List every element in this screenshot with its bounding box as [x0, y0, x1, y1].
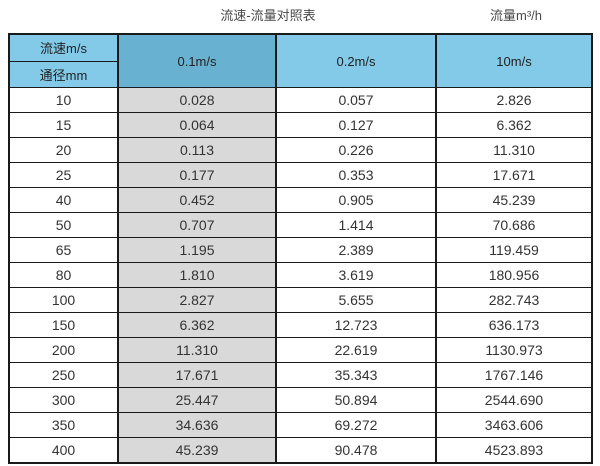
- page-title: 流速-流量对照表: [220, 8, 316, 23]
- table-body: 10 0.028 0.057 2.826 15 0.064 0.127 6.362 20 0.11…: [8, 87, 593, 464]
- table-row: 65 1.195 2.389 119.459: [8, 237, 593, 263]
- value-cell: 1.195: [117, 237, 277, 263]
- value-cell: 5.655: [275, 287, 437, 313]
- table-row: 300 25.447 50.894 2544.690: [8, 387, 593, 413]
- value-cell: 0.226: [275, 137, 437, 163]
- diameter-cell: 15: [8, 112, 119, 138]
- value-cell: 22.619: [275, 337, 437, 363]
- table-row: 350 34.636 69.272 3463.606: [8, 412, 593, 438]
- flow-unit-label: 流量m³/h: [489, 8, 543, 23]
- value-cell: 180.956: [435, 262, 593, 288]
- value-cell: 3463.606: [435, 412, 593, 438]
- value-cell: 1767.146: [435, 362, 593, 388]
- value-cell: 69.272: [275, 412, 437, 438]
- value-cell: 282.743: [435, 287, 593, 313]
- table-row: 50 0.707 1.414 70.686: [8, 212, 593, 238]
- table-row: 20 0.113 0.226 11.310: [8, 137, 593, 163]
- value-cell: 3.619: [275, 262, 437, 288]
- diameter-cell: 25: [8, 162, 119, 188]
- table-row: 15 0.064 0.127 6.362: [8, 112, 593, 138]
- table-row: 80 1.810 3.619 180.956: [8, 262, 593, 288]
- table-row: 40 0.452 0.905 45.239: [8, 187, 593, 213]
- value-cell: 0.177: [117, 162, 277, 188]
- value-cell: 4523.893: [435, 437, 593, 464]
- value-cell: 34.636: [117, 412, 277, 438]
- value-cell: 11.310: [117, 337, 277, 363]
- table-row: 200 11.310 22.619 1130.973: [8, 337, 593, 363]
- value-cell: 0.452: [117, 187, 277, 213]
- value-cell: 6.362: [117, 312, 277, 338]
- value-cell: 1.810: [117, 262, 277, 288]
- value-cell: 2.827: [117, 287, 277, 313]
- diameter-cell: 20: [8, 137, 119, 163]
- value-cell: 0.113: [117, 137, 277, 163]
- value-cell: 119.459: [435, 237, 593, 263]
- value-cell: 0.064: [117, 112, 277, 138]
- value-cell: 50.894: [275, 387, 437, 413]
- value-cell: 1.414: [275, 212, 437, 238]
- table-header: 流速m/s 0.1m/s 0.2m/s 10m/s 通径mm: [8, 33, 593, 88]
- diameter-cell: 10: [8, 87, 119, 113]
- diameter-cell: 65: [8, 237, 119, 263]
- header-velocity-label: 流速m/s: [8, 33, 119, 62]
- value-cell: 0.353: [275, 162, 437, 188]
- value-cell: 0.127: [275, 112, 437, 138]
- table-row: 400 45.239 90.478 4523.893: [8, 437, 593, 464]
- diameter-cell: 350: [8, 412, 119, 438]
- value-cell: 2.826: [435, 87, 593, 113]
- header-row-velocity: 流速m/s 0.1m/s 0.2m/s 10m/s: [8, 33, 593, 88]
- value-cell: 636.173: [435, 312, 593, 338]
- diameter-cell: 100: [8, 287, 119, 313]
- table-row: 10 0.028 0.057 2.826: [8, 87, 593, 113]
- value-cell: 0.707: [117, 212, 277, 238]
- value-cell: 2.389: [275, 237, 437, 263]
- value-cell: 25.447: [117, 387, 277, 413]
- value-cell: 17.671: [117, 362, 277, 388]
- value-cell: 45.239: [117, 437, 277, 464]
- diameter-cell: 150: [8, 312, 119, 338]
- value-cell: 0.905: [275, 187, 437, 213]
- table-row: 250 17.671 35.343 1767.146: [8, 362, 593, 388]
- diameter-cell: 300: [8, 387, 119, 413]
- header-diameter-label: 通径mm: [8, 60, 119, 88]
- value-cell: 70.686: [435, 212, 593, 238]
- table-row: 100 2.827 5.655 282.743: [8, 287, 593, 313]
- header-col-0-1ms: 0.1m/s: [117, 33, 277, 88]
- value-cell: 6.362: [435, 112, 593, 138]
- table-row: 150 6.362 12.723 636.173: [8, 312, 593, 338]
- value-cell: 35.343: [275, 362, 437, 388]
- flow-comparison-table: 流速m/s 0.1m/s 0.2m/s 10m/s 通径mm 10 0.028 0.…: [8, 33, 593, 464]
- header-col-0-2ms: 0.2m/s: [275, 33, 437, 88]
- value-cell: 0.057: [275, 87, 437, 113]
- value-cell: 17.671: [435, 162, 593, 188]
- value-cell: 1130.973: [435, 337, 593, 363]
- value-cell: 2544.690: [435, 387, 593, 413]
- diameter-cell: 200: [8, 337, 119, 363]
- diameter-cell: 250: [8, 362, 119, 388]
- diameter-cell: 50: [8, 212, 119, 238]
- value-cell: 12.723: [275, 312, 437, 338]
- table-row: 25 0.177 0.353 17.671: [8, 162, 593, 188]
- value-cell: 90.478: [275, 437, 437, 464]
- value-cell: 11.310: [435, 137, 593, 163]
- value-cell: 0.028: [117, 87, 277, 113]
- diameter-cell: 400: [8, 437, 119, 464]
- header-col-10ms: 10m/s: [435, 33, 593, 88]
- diameter-cell: 40: [8, 187, 119, 213]
- header-row-diameter: 通径mm: [8, 60, 592, 88]
- value-cell: 45.239: [435, 187, 593, 213]
- diameter-cell: 80: [8, 262, 119, 288]
